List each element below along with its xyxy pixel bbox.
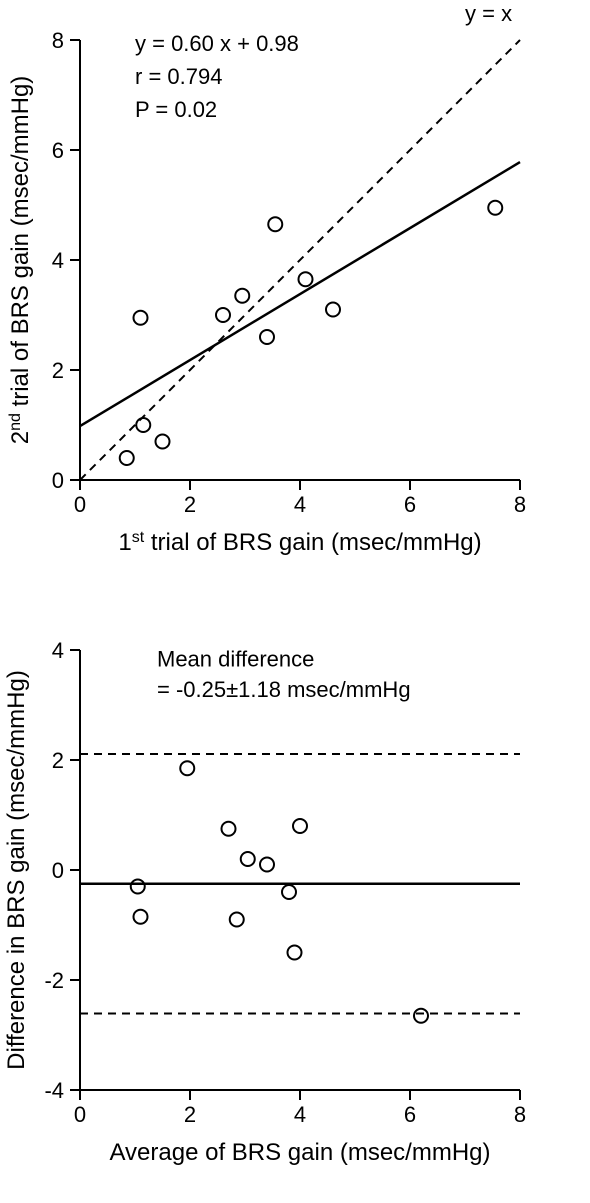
equation-text: y = 0.60 x + 0.98 — [135, 31, 299, 56]
svg-text:-4: -4 — [44, 1078, 64, 1103]
data-point — [230, 913, 244, 927]
data-point — [216, 308, 230, 322]
svg-text:-2: -2 — [44, 968, 64, 993]
mean-diff-label-1: Mean difference — [157, 647, 314, 672]
identity-label: y = x — [465, 1, 512, 26]
data-point — [134, 910, 148, 924]
svg-text:6: 6 — [52, 138, 64, 163]
x-axis-title: Average of BRS gain (msec/mmHg) — [109, 1139, 490, 1166]
data-point — [222, 822, 236, 836]
svg-text:6: 6 — [404, 1102, 416, 1127]
x-ticks: 0 2 4 6 8 — [74, 480, 526, 517]
data-point — [293, 819, 307, 833]
mean-diff-label-2: = -0.25±1.18 msec/mmHg — [157, 677, 411, 702]
data-point — [136, 418, 150, 432]
y-axis-title: Difference in BRS gain (msec/mmHg) — [3, 670, 30, 1070]
y-axis-title: 2nd trial of BRS gain (msec/mmHg) — [7, 76, 35, 445]
data-point — [120, 451, 134, 465]
svg-text:6: 6 — [404, 492, 416, 517]
data-point — [299, 272, 313, 286]
x-axis-title: 1st trial of BRS gain (msec/mmHg) — [118, 529, 481, 557]
regression-line — [80, 162, 520, 426]
svg-text:8: 8 — [514, 1102, 526, 1127]
bland-altman-chart: 0 2 4 6 8 -4 -2 0 2 4 Mean difference = -0.25±1.… — [3, 638, 526, 1166]
data-points — [120, 201, 503, 465]
svg-text:2: 2 — [52, 748, 64, 773]
data-point — [414, 1009, 428, 1023]
svg-text:2: 2 — [184, 492, 196, 517]
data-point — [260, 330, 274, 344]
x-ticks: 0 2 4 6 8 — [74, 1090, 526, 1127]
svg-text:2: 2 — [52, 358, 64, 383]
data-point — [180, 761, 194, 775]
axes — [80, 650, 520, 1090]
svg-text:4: 4 — [52, 638, 64, 663]
data-point — [235, 289, 249, 303]
data-point — [241, 852, 255, 866]
svg-text:0: 0 — [52, 468, 64, 493]
data-point — [326, 303, 340, 317]
data-point — [131, 880, 145, 894]
scatter-chart-top: 02468 02468 y = 0.60 x + 0.98 r = 0.794 … — [7, 1, 527, 556]
svg-text:0: 0 — [74, 1102, 86, 1127]
data-point — [288, 946, 302, 960]
svg-text:0: 0 — [52, 858, 64, 883]
svg-text:4: 4 — [294, 1102, 306, 1127]
data-point — [260, 858, 274, 872]
svg-text:4: 4 — [294, 492, 306, 517]
data-point — [282, 885, 296, 899]
y-ticks: -4 -2 0 2 4 — [44, 638, 80, 1103]
data-points — [131, 761, 428, 1023]
svg-text:2: 2 — [184, 1102, 196, 1127]
data-point — [488, 201, 502, 215]
data-point — [268, 217, 282, 231]
correlation-text: r = 0.794 — [135, 64, 222, 89]
y-ticks: 0 2 4 6 8 — [52, 28, 80, 493]
svg-text:0: 0 — [74, 492, 86, 517]
data-point — [134, 311, 148, 325]
pvalue-text: P = 0.02 — [135, 97, 217, 122]
svg-text:8: 8 — [514, 492, 526, 517]
data-point — [156, 435, 170, 449]
svg-text:8: 8 — [52, 28, 64, 53]
svg-text:4: 4 — [52, 248, 64, 273]
